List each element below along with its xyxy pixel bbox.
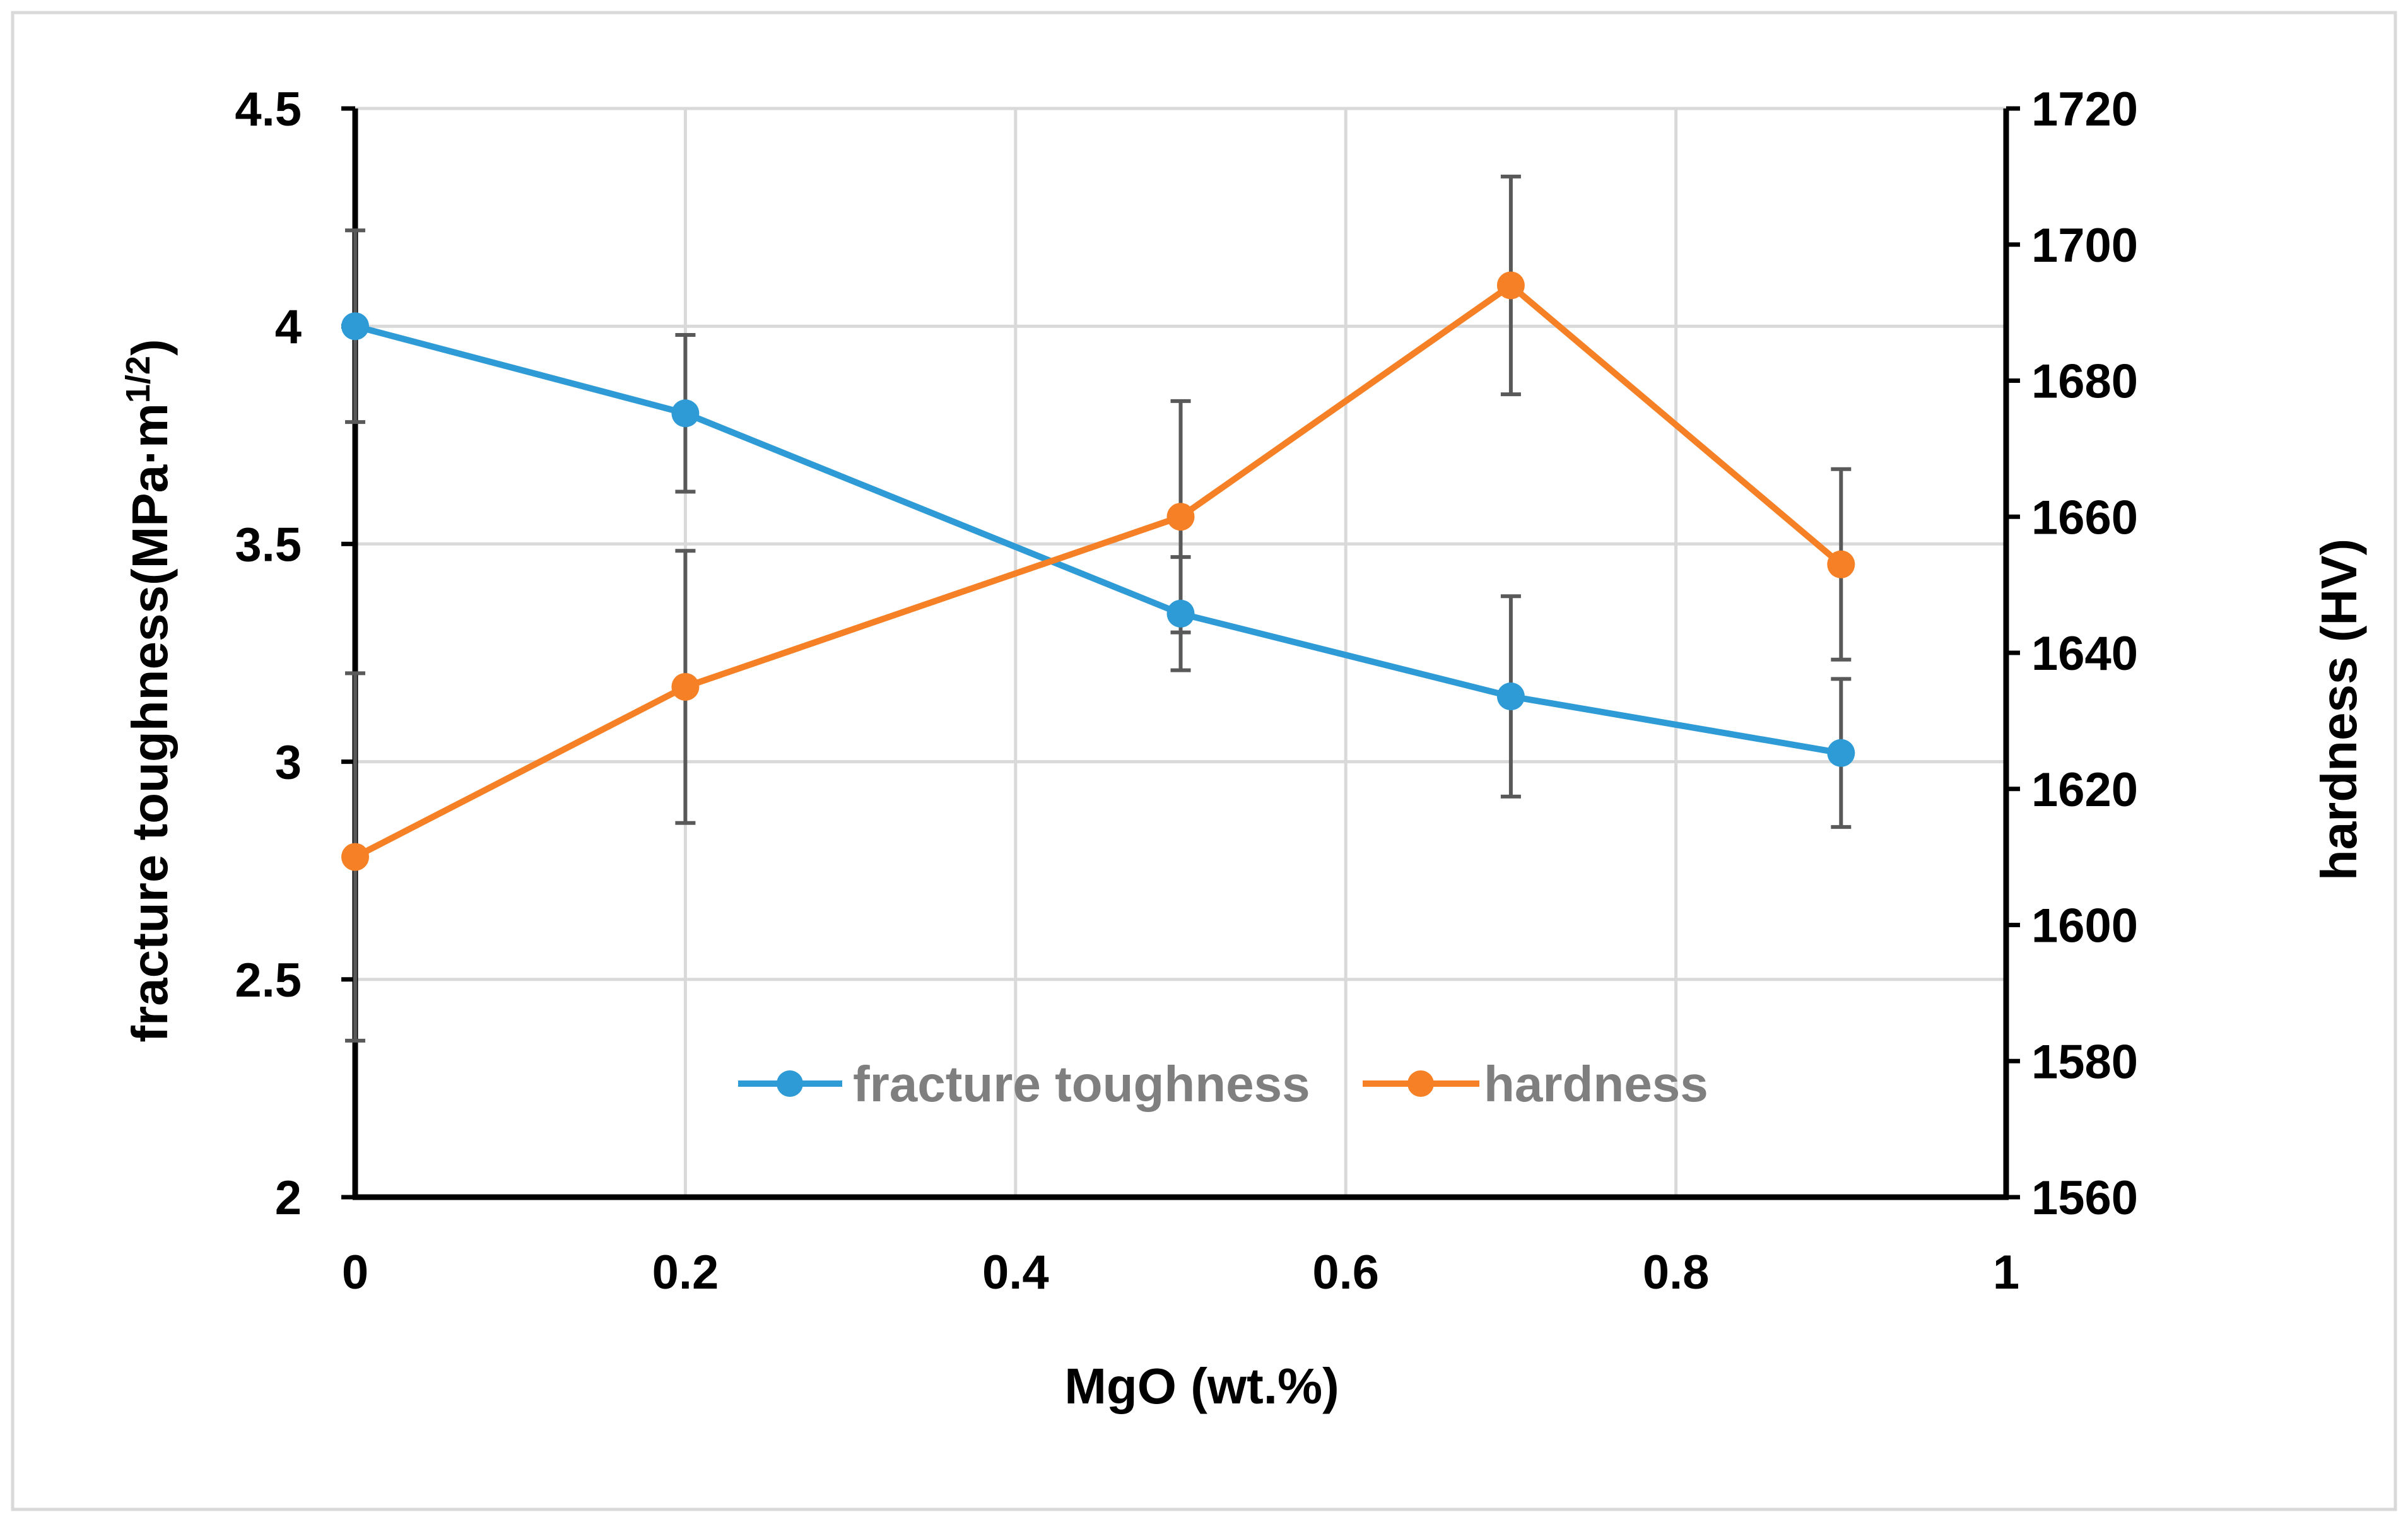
y-left-tick-label: 3: [275, 736, 302, 790]
x-tick-label: 0.4: [982, 1246, 1049, 1299]
legend-fracture-toughness-marker: [777, 1070, 803, 1097]
x-tick-label: 0: [342, 1246, 368, 1299]
y-axis-left-title-main: fracture toughness(MPa·m: [122, 403, 178, 1042]
x-tick-label: 0.8: [1643, 1246, 1710, 1299]
y-left-tick-label: 4: [275, 300, 302, 354]
y-right-tick-label: 1700: [2031, 219, 2138, 272]
y-right-tick-label: 1720: [2031, 83, 2138, 136]
y-left-tick-label: 3.5: [235, 518, 302, 571]
y-axis-right-title: hardness (HV): [2311, 539, 2367, 881]
y-right-tick-label: 1680: [2031, 355, 2138, 409]
legend-hardness-label: hardness: [1484, 1056, 1708, 1112]
y-left-tick-label: 2.5: [235, 954, 302, 1007]
series-layer: [341, 271, 1855, 871]
grid-layer: [355, 107, 2006, 1197]
data-point-hardness: [1827, 550, 1855, 578]
legend-fracture-toughness-label: fracture toughness: [853, 1056, 1310, 1112]
y-right-tick-label: 1600: [2031, 899, 2138, 953]
x-tick-label: 0.2: [652, 1246, 719, 1299]
data-point-fracture-toughness: [1496, 682, 1525, 711]
y-right-tick-label: 1660: [2031, 491, 2138, 544]
y-left-tick-label: 2: [275, 1171, 302, 1225]
y-right-tick-label: 1640: [2031, 627, 2138, 681]
data-point-fracture-toughness: [1827, 739, 1855, 767]
data-point-hardness: [671, 672, 700, 701]
data-point-fracture-toughness: [1166, 599, 1195, 628]
x-tick-label: 0.6: [1312, 1246, 1379, 1299]
tick-label-layer: 2 2.5 3 3.5 4 4.5 1560 1580 1600 1620 1640 1660 1680…: [235, 83, 2138, 1299]
data-point-hardness: [1166, 503, 1195, 531]
y-left-tick-label: 4.5: [235, 83, 302, 136]
data-point-fracture-toughness: [671, 399, 700, 428]
x-tick-label: 1: [1993, 1246, 2019, 1299]
data-point-hardness: [341, 843, 369, 871]
y-right-tick-label: 1560: [2031, 1171, 2138, 1225]
data-point-hardness: [1496, 271, 1525, 300]
y-axis-left-title-superscript: 1/2: [119, 356, 157, 403]
y-axis-left-title-close: ): [122, 339, 178, 356]
y-right-tick-label: 1620: [2031, 763, 2138, 817]
legend-hardness-marker: [1407, 1070, 1434, 1097]
legend: fracture toughness hardness: [738, 1056, 1708, 1112]
y-right-tick-label: 1580: [2031, 1035, 2138, 1089]
data-point-fracture-toughness: [341, 312, 369, 341]
y-axis-left-title: fracture toughness(MPa·m1/2): [119, 339, 178, 1042]
x-axis-title: MgO (wt.%): [1064, 1358, 1339, 1414]
